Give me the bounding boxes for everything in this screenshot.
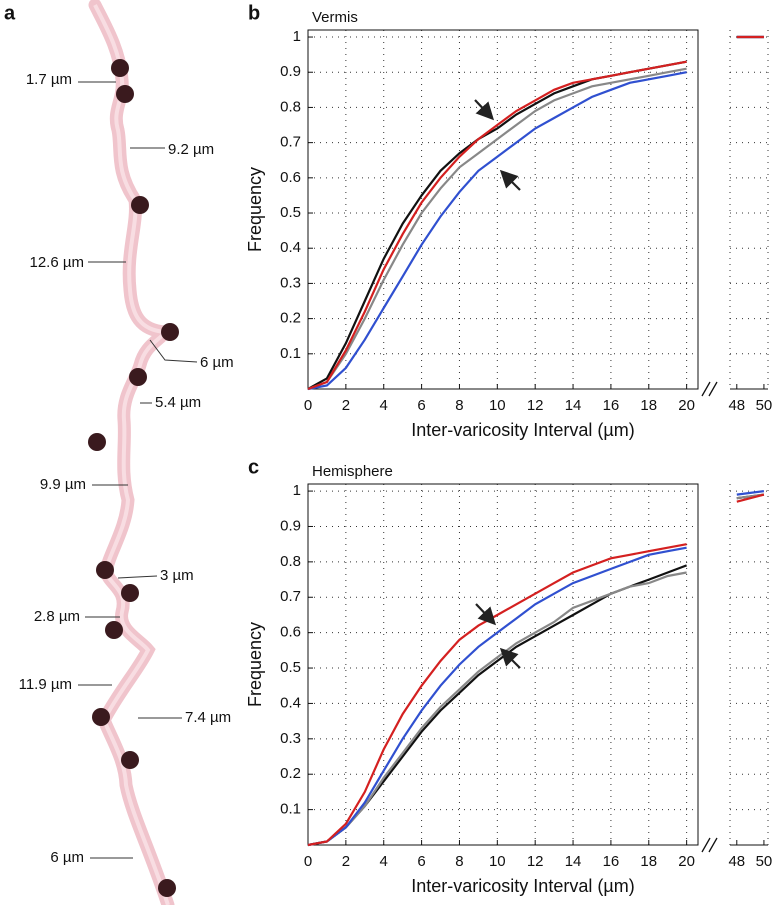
distance-label: 9.2 µm: [168, 141, 214, 158]
y-tick-label: 1: [293, 28, 301, 45]
y-tick-label: 0.3: [280, 274, 301, 291]
panel-label: c: [248, 456, 259, 478]
leader-line: [149, 339, 198, 363]
x-tick-label: 0: [304, 853, 312, 870]
x-tick-label: 18: [640, 853, 657, 870]
distance-label: 1.7 µm: [26, 71, 72, 88]
y-tick-label: 0.6: [280, 169, 301, 186]
x-tick-label: 10: [489, 397, 506, 414]
arrows: [474, 99, 521, 669]
axon-body: [88, 0, 177, 905]
x-tick-label: 48: [728, 853, 745, 870]
series-line: [736, 493, 765, 503]
series-line: [307, 546, 687, 847]
series-line: [307, 571, 687, 847]
x-tick-label: 4: [380, 397, 388, 414]
plot-frame: [307, 29, 699, 390]
y-tick-label: 0.7: [280, 134, 301, 151]
distance-label: 6 µm: [50, 849, 84, 866]
x-tick-label: 14: [565, 853, 582, 870]
x-tick-label: 20: [678, 397, 695, 414]
series-line: [307, 71, 687, 391]
distance-label: 9.9 µm: [40, 476, 86, 493]
y-tick-label: 0.1: [280, 345, 301, 362]
axon-highlight: [93, 4, 170, 905]
series-line: [307, 67, 687, 391]
axon: [88, 0, 179, 905]
x-tick-label: 48: [728, 397, 745, 414]
x-tick-label: 8: [455, 853, 463, 870]
x-tick-label: 8: [455, 397, 463, 414]
y-tick-label: 0.9: [280, 517, 301, 534]
y-tick-label: 0.2: [280, 310, 301, 327]
y-tick-label: 0.9: [280, 63, 301, 80]
x-tick-label: 50: [756, 853, 773, 870]
axis-break: [701, 837, 718, 853]
x-tick-label: 20: [678, 853, 695, 870]
distance-label: 11.9 µm: [19, 676, 72, 693]
y-tick-label: 0.3: [280, 730, 301, 747]
series-line: [307, 543, 687, 847]
y-tick-label: 0.5: [280, 659, 301, 676]
x-axis-label: Inter-varicosity Interval (µm): [411, 420, 634, 440]
panel-label: b: [248, 2, 260, 24]
distance-label: 6 µm: [200, 354, 234, 371]
x-tick-label: 10: [489, 853, 506, 870]
x-tick-label: 16: [603, 853, 620, 870]
x-tick-label: 2: [342, 853, 350, 870]
distance-label: 7.4 µm: [185, 709, 231, 726]
x-tick-label: 14: [565, 397, 582, 414]
chart-title: Hemisphere: [312, 463, 393, 480]
series-line: [307, 60, 687, 391]
distance-label: 2.8 µm: [34, 608, 80, 625]
distance-label: 3 µm: [160, 567, 194, 584]
x-tick-label: 18: [640, 397, 657, 414]
y-axis-label: Frequency: [245, 167, 265, 252]
y-tick-label: 0.8: [280, 98, 301, 115]
distance-label: 12.6 µm: [30, 254, 85, 271]
x-tick-label: 6: [417, 853, 425, 870]
y-tick-label: 0.4: [280, 239, 301, 256]
axis-break: [701, 381, 718, 397]
y-tick-label: 1: [293, 482, 301, 499]
chart-title: Vermis: [312, 9, 358, 26]
y-tick-label: 0.2: [280, 765, 301, 782]
y-tick-label: 0.1: [280, 801, 301, 818]
x-tick-label: 0: [304, 397, 312, 414]
varicosities: [88, 59, 179, 897]
y-tick-label: 0.5: [280, 204, 301, 221]
x-tick-label: 4: [380, 853, 388, 870]
y-tick-label: 0.4: [280, 694, 301, 711]
leader-line: [117, 575, 158, 579]
x-axis-label: Inter-varicosity Interval (µm): [411, 876, 634, 896]
plot-frame: [307, 483, 699, 846]
x-tick-label: 12: [527, 853, 544, 870]
x-tick-label: 50: [756, 397, 773, 414]
y-axis-label: Frequency: [245, 622, 265, 707]
x-tick-label: 16: [603, 397, 620, 414]
y-tick-label: 0.8: [280, 553, 301, 570]
x-tick-label: 12: [527, 397, 544, 414]
y-tick-label: 0.7: [280, 588, 301, 605]
series-line: [736, 490, 765, 496]
panel-label: a: [4, 2, 16, 24]
x-tick-label: 2: [342, 397, 350, 414]
distance-label: 5.4 µm: [155, 394, 201, 411]
y-tick-label: 0.6: [280, 624, 301, 641]
x-tick-label: 6: [417, 397, 425, 414]
